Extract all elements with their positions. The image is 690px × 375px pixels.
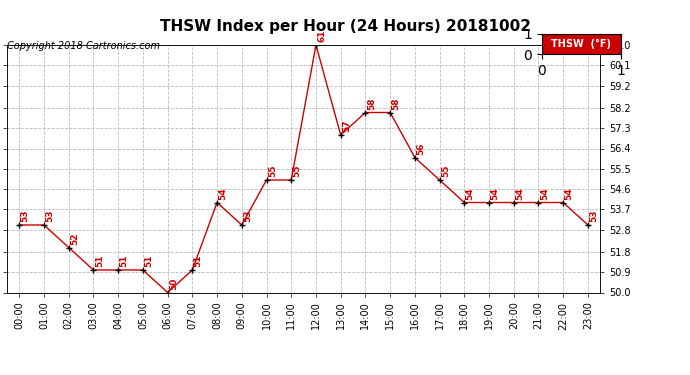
Text: 53: 53 (21, 210, 30, 222)
Text: 51: 51 (144, 255, 153, 267)
Text: 52: 52 (70, 232, 79, 245)
Text: 54: 54 (491, 187, 500, 200)
Text: 54: 54 (540, 187, 549, 200)
Text: 55: 55 (293, 165, 302, 177)
Text: THSW Index per Hour (24 Hours) 20181002: THSW Index per Hour (24 Hours) 20181002 (159, 19, 531, 34)
Text: 55: 55 (441, 165, 450, 177)
Text: 53: 53 (46, 210, 55, 222)
Text: Copyright 2018 Cartronics.com: Copyright 2018 Cartronics.com (7, 41, 160, 51)
Text: 57: 57 (342, 120, 351, 132)
Text: 50: 50 (169, 278, 178, 290)
Text: 54: 54 (515, 187, 524, 200)
Text: 58: 58 (391, 97, 400, 110)
Text: 55: 55 (268, 165, 277, 177)
Text: 54: 54 (564, 187, 573, 200)
Text: 61: 61 (317, 30, 326, 42)
Text: 54: 54 (219, 187, 228, 200)
Text: 51: 51 (194, 255, 203, 267)
Text: 54: 54 (466, 187, 475, 200)
Text: 56: 56 (416, 142, 425, 155)
Text: 53: 53 (243, 210, 252, 222)
Text: 58: 58 (367, 97, 376, 110)
Text: 53: 53 (589, 210, 598, 222)
Text: THSW  (°F): THSW (°F) (551, 39, 611, 49)
Text: 51: 51 (119, 255, 128, 267)
Text: 51: 51 (95, 255, 103, 267)
